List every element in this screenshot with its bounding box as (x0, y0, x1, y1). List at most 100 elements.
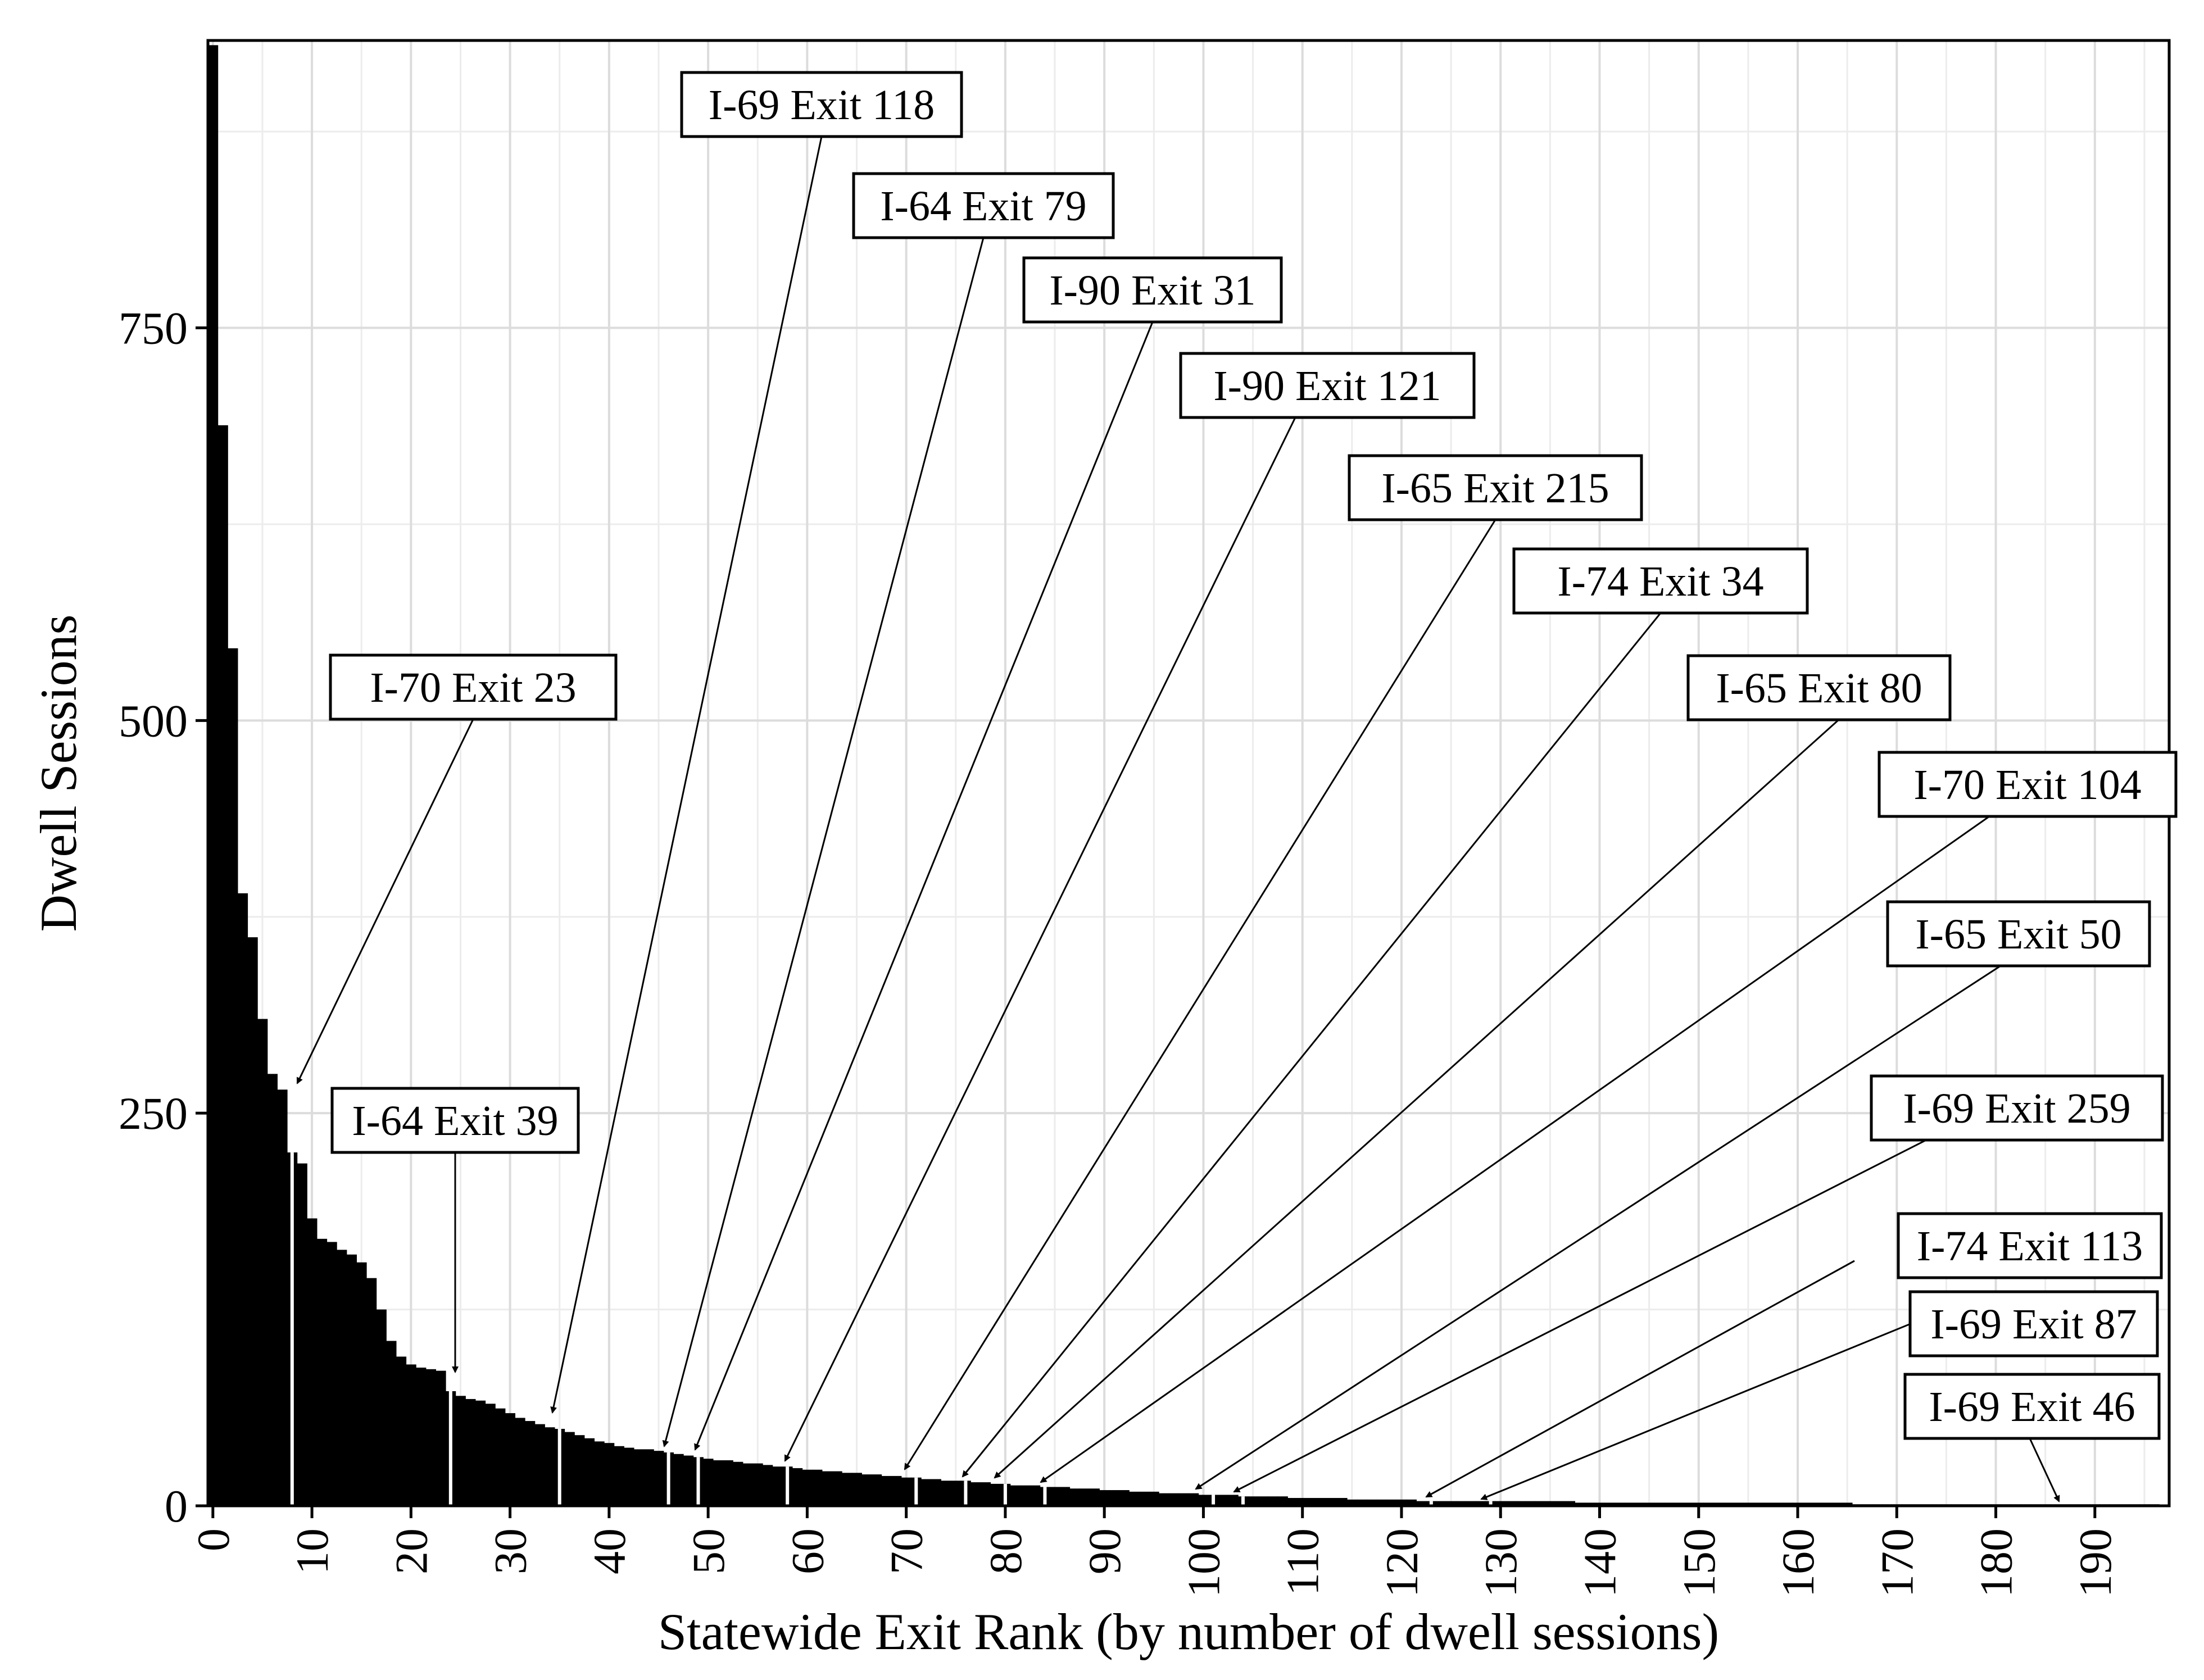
bar (624, 1447, 634, 1506)
bar (1515, 1501, 1526, 1506)
bar (1119, 1490, 1130, 1506)
bar (871, 1474, 882, 1506)
highlight-bar (964, 1481, 968, 1506)
highlight-bar (1003, 1483, 1007, 1506)
bar (307, 1218, 318, 1506)
bar (1604, 1502, 1615, 1506)
x-tick-label: 50 (683, 1528, 734, 1574)
bar (763, 1465, 773, 1506)
bar (822, 1471, 833, 1506)
bar (941, 1481, 951, 1506)
highlight-bar (666, 1452, 670, 1506)
highlight-bar (1489, 1501, 1493, 1506)
bar (366, 1278, 377, 1506)
bar (1476, 1501, 1486, 1506)
x-tick-label: 170 (1871, 1528, 1922, 1597)
x-tick-label: 160 (1772, 1528, 1824, 1597)
annotation-box (1878, 751, 2178, 818)
x-tick-label: 40 (584, 1528, 635, 1574)
bar (1564, 1501, 1576, 1506)
bar (614, 1446, 624, 1506)
bar (1248, 1496, 1258, 1506)
highlight-bar (696, 1457, 700, 1506)
bar (297, 1163, 307, 1506)
bar (1337, 1498, 1348, 1506)
bar (1109, 1490, 1120, 1506)
y-tick-label: 250 (119, 1088, 188, 1139)
bar (643, 1449, 654, 1506)
x-tick-label: 30 (485, 1528, 536, 1574)
annotation-label: I-74 Exit 34 (1557, 558, 1763, 605)
bar (1367, 1499, 1377, 1506)
bar (267, 1074, 278, 1506)
x-tick-label: 120 (1376, 1528, 1427, 1597)
bar (1139, 1491, 1150, 1506)
bar (713, 1460, 724, 1506)
bar (673, 1454, 684, 1506)
bar (1624, 1502, 1635, 1506)
bar (931, 1479, 941, 1506)
bar (1822, 1502, 1833, 1506)
highlight-bar (786, 1466, 790, 1506)
annotation-arrow (2029, 1438, 2060, 1502)
bar (545, 1427, 555, 1506)
y-axis: 0 250 500 750 (119, 303, 208, 1532)
bar (1634, 1502, 1645, 1506)
annotation-box (329, 653, 618, 721)
annotation-box (1512, 547, 1809, 615)
bar (1317, 1498, 1328, 1506)
bar (832, 1471, 842, 1506)
x-tick-label: 130 (1475, 1528, 1526, 1597)
x-axis-title: Statewide Exit Rank (by number of dwell … (658, 1603, 1719, 1660)
annotation-label: I-74 Exit 113 (1917, 1223, 2143, 1270)
bar (515, 1418, 525, 1506)
bar (1050, 1487, 1060, 1506)
bar (465, 1399, 476, 1506)
bar (1287, 1498, 1298, 1506)
bar (1020, 1485, 1031, 1506)
bar (901, 1477, 912, 1506)
bar (436, 1370, 446, 1506)
bar (1010, 1485, 1021, 1506)
bar (752, 1463, 763, 1506)
bar (564, 1432, 575, 1506)
bar (1189, 1493, 1199, 1506)
bar (1277, 1496, 1288, 1506)
annotation-box (1022, 256, 1283, 324)
bar (1793, 1502, 1803, 1506)
annotation-label: I-90 Exit 31 (1049, 267, 1255, 314)
annotation-arrow (1233, 1093, 2017, 1493)
bar (1059, 1487, 1071, 1506)
annotation-box (1903, 1373, 2161, 1440)
bar (406, 1364, 416, 1506)
bar (237, 893, 248, 1506)
bar (1228, 1495, 1239, 1506)
bar (455, 1396, 466, 1506)
annotation-box (1686, 654, 1952, 721)
y-axis-title: Dwell Sessions (30, 615, 87, 932)
bar (326, 1242, 337, 1506)
bar (1099, 1490, 1110, 1506)
bar (316, 1238, 328, 1506)
bar (980, 1482, 991, 1506)
annotation-label: I-69 Exit 118 (709, 81, 935, 129)
bar (1386, 1499, 1397, 1506)
bar (1585, 1502, 1595, 1506)
bar (337, 1250, 347, 1506)
bar (633, 1449, 645, 1506)
highlight-bar (1043, 1487, 1047, 1506)
bar (1159, 1493, 1169, 1506)
highlight-bar (290, 1152, 294, 1506)
annotation-box (1908, 1290, 2159, 1357)
bar (1069, 1488, 1080, 1506)
bar (1723, 1502, 1734, 1506)
bar (485, 1404, 496, 1506)
bar (971, 1482, 981, 1506)
annotation-arrow (296, 719, 474, 1084)
bar (1684, 1502, 1694, 1506)
bar (703, 1459, 714, 1506)
bar (1763, 1502, 1774, 1506)
annotation-box (1886, 900, 2151, 968)
bar (574, 1435, 585, 1506)
